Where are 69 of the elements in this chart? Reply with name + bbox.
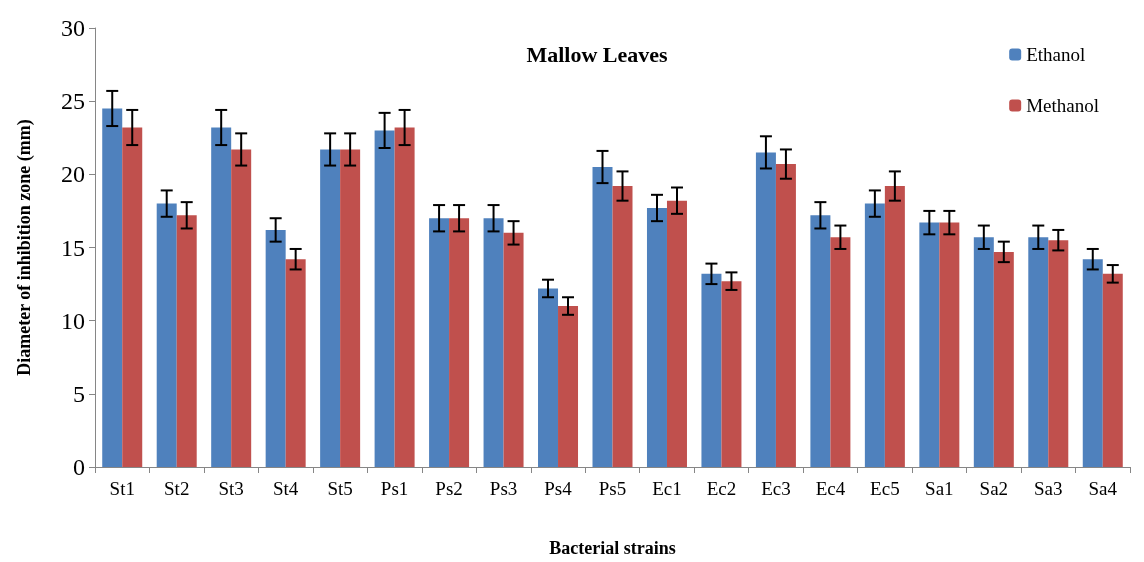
bar	[503, 232, 524, 467]
x-tick-label: Ec1	[652, 478, 682, 499]
bar	[538, 288, 559, 467]
y-tick-label: 5	[73, 380, 85, 407]
x-tick-label: Sa3	[1034, 478, 1063, 499]
x-tick-label: Ps1	[380, 478, 409, 499]
bar	[340, 149, 361, 467]
bar	[1048, 240, 1069, 467]
bar	[176, 215, 197, 467]
bar	[449, 218, 470, 467]
bar	[156, 203, 177, 467]
y-tick-label: 25	[61, 88, 85, 115]
y-tick-label: 10	[61, 307, 85, 334]
x-tick-label: St1	[109, 478, 135, 499]
x-tick-label: St4	[272, 478, 299, 499]
bar	[993, 251, 1014, 467]
x-axis-title: Bacterial strains	[549, 538, 676, 558]
bar	[122, 127, 143, 467]
y-tick-label: 15	[61, 234, 85, 261]
x-tick-label: Ec3	[761, 478, 791, 499]
bar	[612, 186, 633, 467]
bar	[285, 259, 306, 467]
bar	[211, 127, 232, 467]
bar	[721, 281, 742, 467]
bar	[102, 108, 123, 467]
bar	[1102, 273, 1123, 467]
x-tick-label: St5	[327, 478, 353, 499]
bar	[429, 218, 450, 467]
x-tick-label: Ps3	[489, 478, 518, 499]
bar	[558, 306, 579, 467]
bar	[374, 130, 395, 467]
bar	[701, 273, 722, 467]
x-tick-label: Ps2	[435, 478, 463, 499]
y-tick-label: 30	[61, 15, 85, 41]
x-tick-label: Ps5	[598, 478, 627, 499]
bar	[973, 237, 994, 467]
x-tick-label: St3	[218, 478, 244, 499]
bar	[939, 222, 960, 467]
bar	[775, 164, 796, 467]
x-tick-label: Ps4	[544, 478, 573, 499]
bar	[919, 222, 940, 467]
x-tick-label: Sa2	[979, 478, 1009, 499]
bar	[320, 149, 341, 467]
bar	[483, 218, 504, 467]
bar	[810, 215, 831, 467]
x-tick-label: St2	[164, 478, 190, 499]
bar	[592, 167, 613, 467]
y-tick-label: 20	[61, 161, 85, 188]
bar	[394, 127, 415, 467]
bar	[755, 152, 776, 467]
legend-label: Methanol	[1026, 95, 1100, 116]
bar	[1028, 237, 1049, 467]
y-tick-label: 0	[73, 454, 85, 480]
x-tick-label: Sa1	[925, 478, 954, 499]
bar	[1082, 259, 1103, 467]
x-tick-label: Ec5	[870, 478, 900, 499]
bar	[830, 237, 851, 467]
x-tick-label: Ec4	[815, 478, 846, 499]
bar	[646, 207, 667, 467]
bar	[884, 186, 905, 467]
bar	[864, 203, 885, 467]
bar	[231, 149, 252, 467]
text: Mallow Leaves	[526, 41, 668, 67]
y-axis-title: Diameter of inhibition zone (mm)	[14, 119, 35, 376]
bar	[265, 229, 286, 467]
bar	[666, 200, 687, 467]
x-tick-label: Ec2	[706, 478, 737, 499]
x-tick-label: Sa4	[1088, 478, 1118, 499]
legend-label: Ethanol	[1026, 44, 1086, 65]
